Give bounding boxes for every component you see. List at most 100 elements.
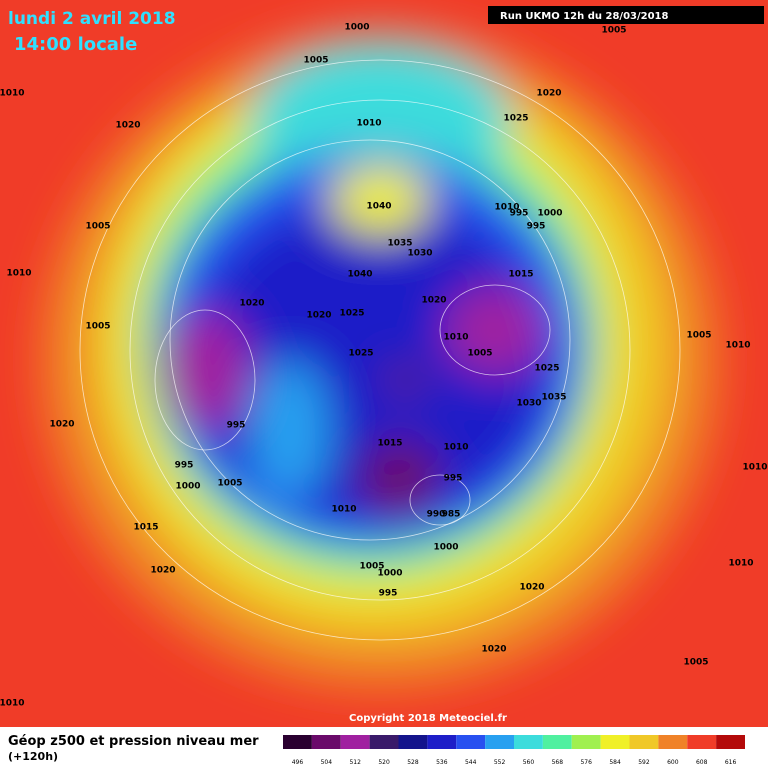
isobar-label: 995 <box>510 209 529 219</box>
isobar-label: 1020 <box>519 583 544 593</box>
scale-swatch <box>658 735 688 749</box>
isobar-label: 1030 <box>407 249 432 259</box>
isobar-label: 1025 <box>348 349 373 359</box>
isobar-label: 1015 <box>508 270 533 280</box>
isobar-label: 1010 <box>728 559 753 569</box>
scale-label: 520 <box>378 759 390 766</box>
isobar-label: 1000 <box>377 569 402 579</box>
scale-label: 592 <box>638 759 650 766</box>
scale-swatch <box>485 735 514 749</box>
scale-swatch <box>514 735 543 749</box>
scale-swatch <box>629 735 659 749</box>
isobar-label: 1005 <box>85 322 110 332</box>
isobar-label: 1025 <box>503 114 528 124</box>
isobar-label: 1010 <box>6 269 31 279</box>
isobar-label: 1005 <box>683 658 708 668</box>
isobar-label: 1015 <box>377 439 402 449</box>
isobar-label: 1005 <box>467 349 492 359</box>
field <box>40 30 720 690</box>
isobar-label: 1010 <box>742 463 767 473</box>
isobar <box>154 309 256 451</box>
isobar-label: 1005 <box>303 56 328 66</box>
isobar-label: 1010 <box>331 505 356 515</box>
scale-swatch <box>571 735 601 749</box>
isobar-label: 1015 <box>133 523 158 533</box>
isobar-label: 1010 <box>443 333 468 343</box>
isobar-label: 990 <box>427 510 446 520</box>
isobar-label: 1005 <box>217 479 242 489</box>
isobar <box>439 284 551 376</box>
scale-swatch <box>340 735 370 749</box>
isobar-label: 1010 <box>494 203 519 213</box>
isobar-label: 1020 <box>150 566 175 576</box>
isobar-label: 1020 <box>421 296 446 306</box>
isobar <box>79 59 681 641</box>
legend-title: Géop z500 et pression niveau mer <box>8 734 259 749</box>
isobar-label: 1005 <box>359 562 384 572</box>
scale-swatch <box>398 735 428 749</box>
scale-label: 528 <box>407 759 419 766</box>
isobar-label: 1035 <box>387 239 412 249</box>
date: lundi 2 avril 2018 <box>8 9 176 29</box>
isobar-label: 1010 <box>443 443 468 453</box>
isobar-label: 1010 <box>356 119 381 129</box>
isobar-label: 1010 <box>0 699 25 709</box>
scale-swatch <box>283 735 312 749</box>
isobar-label: 1040 <box>366 202 391 212</box>
isobar <box>169 139 571 541</box>
scale-label: 512 <box>349 759 361 766</box>
run-box <box>488 6 764 24</box>
isobar-label: 1020 <box>115 121 140 131</box>
isobar-label: 995 <box>444 474 463 484</box>
isobar-label: 995 <box>175 461 194 471</box>
isobar-label: 995 <box>227 421 246 431</box>
isobar-label: 1040 <box>347 270 372 280</box>
isobar-label: 1000 <box>537 209 562 219</box>
scale-label: 504 <box>321 759 333 766</box>
scale-swatch <box>456 735 486 749</box>
scale-label: 600 <box>667 759 679 766</box>
isobar-label: 995 <box>379 589 398 599</box>
scale-label: 496 <box>292 759 304 766</box>
color-scale: 496 504 512 520 528 536 544 552 560 568 576 584 592 6… <box>283 735 745 766</box>
isobar-label: 1000 <box>433 543 458 553</box>
isobar-label: 1025 <box>339 309 364 319</box>
isobar-label: 1005 <box>601 26 626 36</box>
scale-label: 544 <box>465 759 477 766</box>
isobar-label: 1030 <box>516 399 541 409</box>
scale-swatch <box>369 735 399 749</box>
isobar-label: 1035 <box>541 393 566 403</box>
isobar-label: 1005 <box>686 331 711 341</box>
legend-subtitle: (+120h) <box>8 750 58 763</box>
scale-label: 552 <box>494 759 506 766</box>
isobar-label: 985 <box>442 510 461 520</box>
isobar-label: 1000 <box>175 482 200 492</box>
isobar <box>129 99 631 601</box>
isobar-label: 1020 <box>536 89 561 99</box>
time: 14:00 locale <box>14 34 137 55</box>
run: Run UKMO 12h du 28/03/2018 <box>500 11 669 22</box>
scale-label: 584 <box>609 759 621 766</box>
isobar-label: 1000 <box>344 23 369 33</box>
scale-label: 576 <box>580 759 592 766</box>
scale-swatch <box>427 735 457 749</box>
scale-swatch <box>311 735 341 749</box>
isobar <box>409 474 471 526</box>
copyright: Copyright 2018 Meteociel.fr <box>349 713 507 724</box>
isobar-label: 995 <box>527 222 546 232</box>
scale-swatch <box>542 735 572 749</box>
isobar-label: 1020 <box>481 645 506 655</box>
scale-label: 608 <box>696 759 708 766</box>
isobar-label: 1005 <box>85 222 110 232</box>
isobar-label: 1020 <box>306 311 331 321</box>
scale-swatch <box>716 735 745 749</box>
scale-swatch <box>687 735 717 749</box>
isobar-label: 1010 <box>725 341 750 351</box>
isobar-label: 1025 <box>534 364 559 374</box>
isobar-label: 1010 <box>0 89 25 99</box>
scale-label: 536 <box>436 759 448 766</box>
scale-label: 616 <box>725 759 737 766</box>
scale-label: 568 <box>552 759 564 766</box>
